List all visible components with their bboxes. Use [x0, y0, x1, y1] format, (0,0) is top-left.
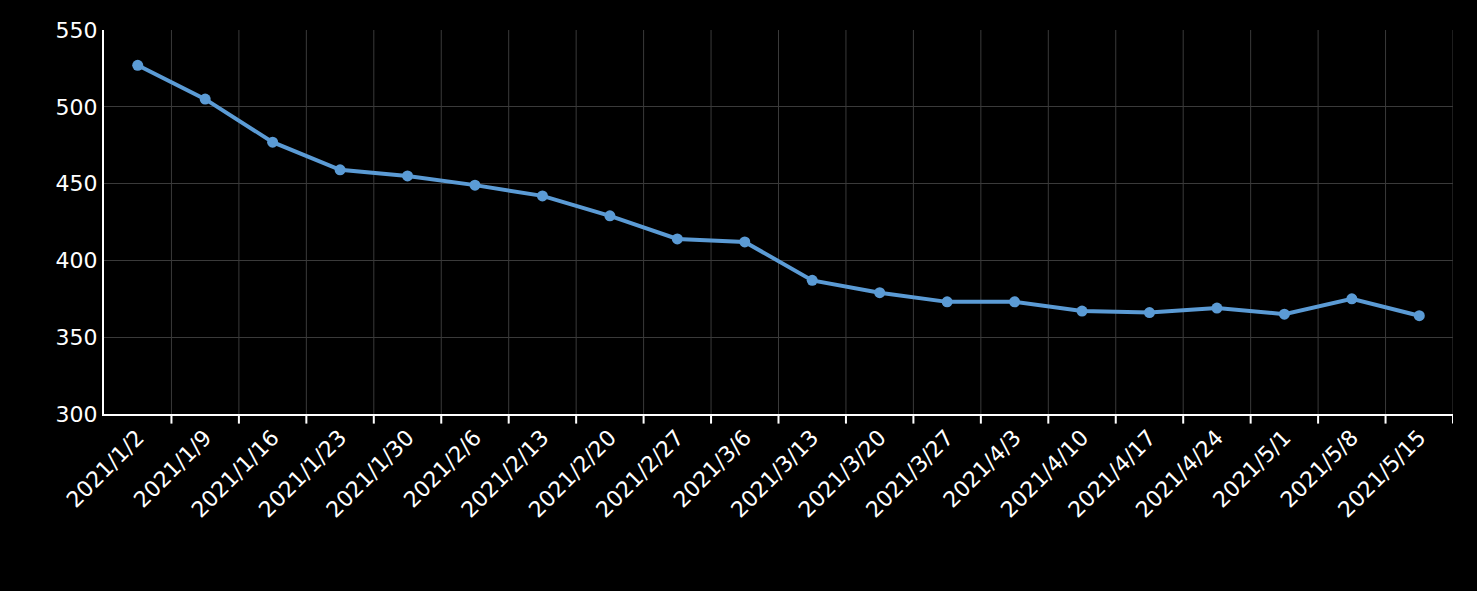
- svg-text:300: 300: [56, 402, 98, 427]
- svg-text:2021/2/20: 2021/2/20: [524, 425, 621, 522]
- svg-text:500: 500: [56, 95, 98, 120]
- svg-text:2021/2/13: 2021/2/13: [456, 425, 553, 522]
- svg-text:2021/2/6: 2021/2/6: [399, 425, 487, 513]
- svg-text:2021/2/27: 2021/2/27: [591, 425, 688, 522]
- svg-text:2021/4/10: 2021/4/10: [996, 425, 1093, 522]
- svg-text:2021/1/16: 2021/1/16: [186, 425, 283, 522]
- svg-text:2021/1/30: 2021/1/30: [321, 425, 418, 522]
- svg-text:350: 350: [56, 325, 98, 350]
- svg-text:450: 450: [56, 171, 98, 196]
- svg-text:2021/4/3: 2021/4/3: [938, 425, 1026, 513]
- svg-text:2021/4/24: 2021/4/24: [1131, 425, 1228, 522]
- svg-text:2021/5/15: 2021/5/15: [1333, 425, 1430, 522]
- svg-text:2021/5/8: 2021/5/8: [1276, 425, 1364, 513]
- svg-text:2021/5/1: 2021/5/1: [1208, 425, 1296, 513]
- svg-text:2021/1/9: 2021/1/9: [129, 425, 217, 513]
- svg-text:2021/3/20: 2021/3/20: [794, 425, 891, 522]
- svg-text:2021/1/2: 2021/1/2: [61, 425, 149, 513]
- svg-text:2021/4/17: 2021/4/17: [1063, 425, 1160, 522]
- svg-text:2021/1/23: 2021/1/23: [254, 425, 351, 522]
- svg-text:2021/3/27: 2021/3/27: [861, 425, 958, 522]
- svg-text:2021/3/6: 2021/3/6: [669, 425, 757, 513]
- svg-text:400: 400: [56, 248, 98, 273]
- svg-text:2021/3/13: 2021/3/13: [726, 425, 823, 522]
- svg-text:550: 550: [56, 18, 98, 43]
